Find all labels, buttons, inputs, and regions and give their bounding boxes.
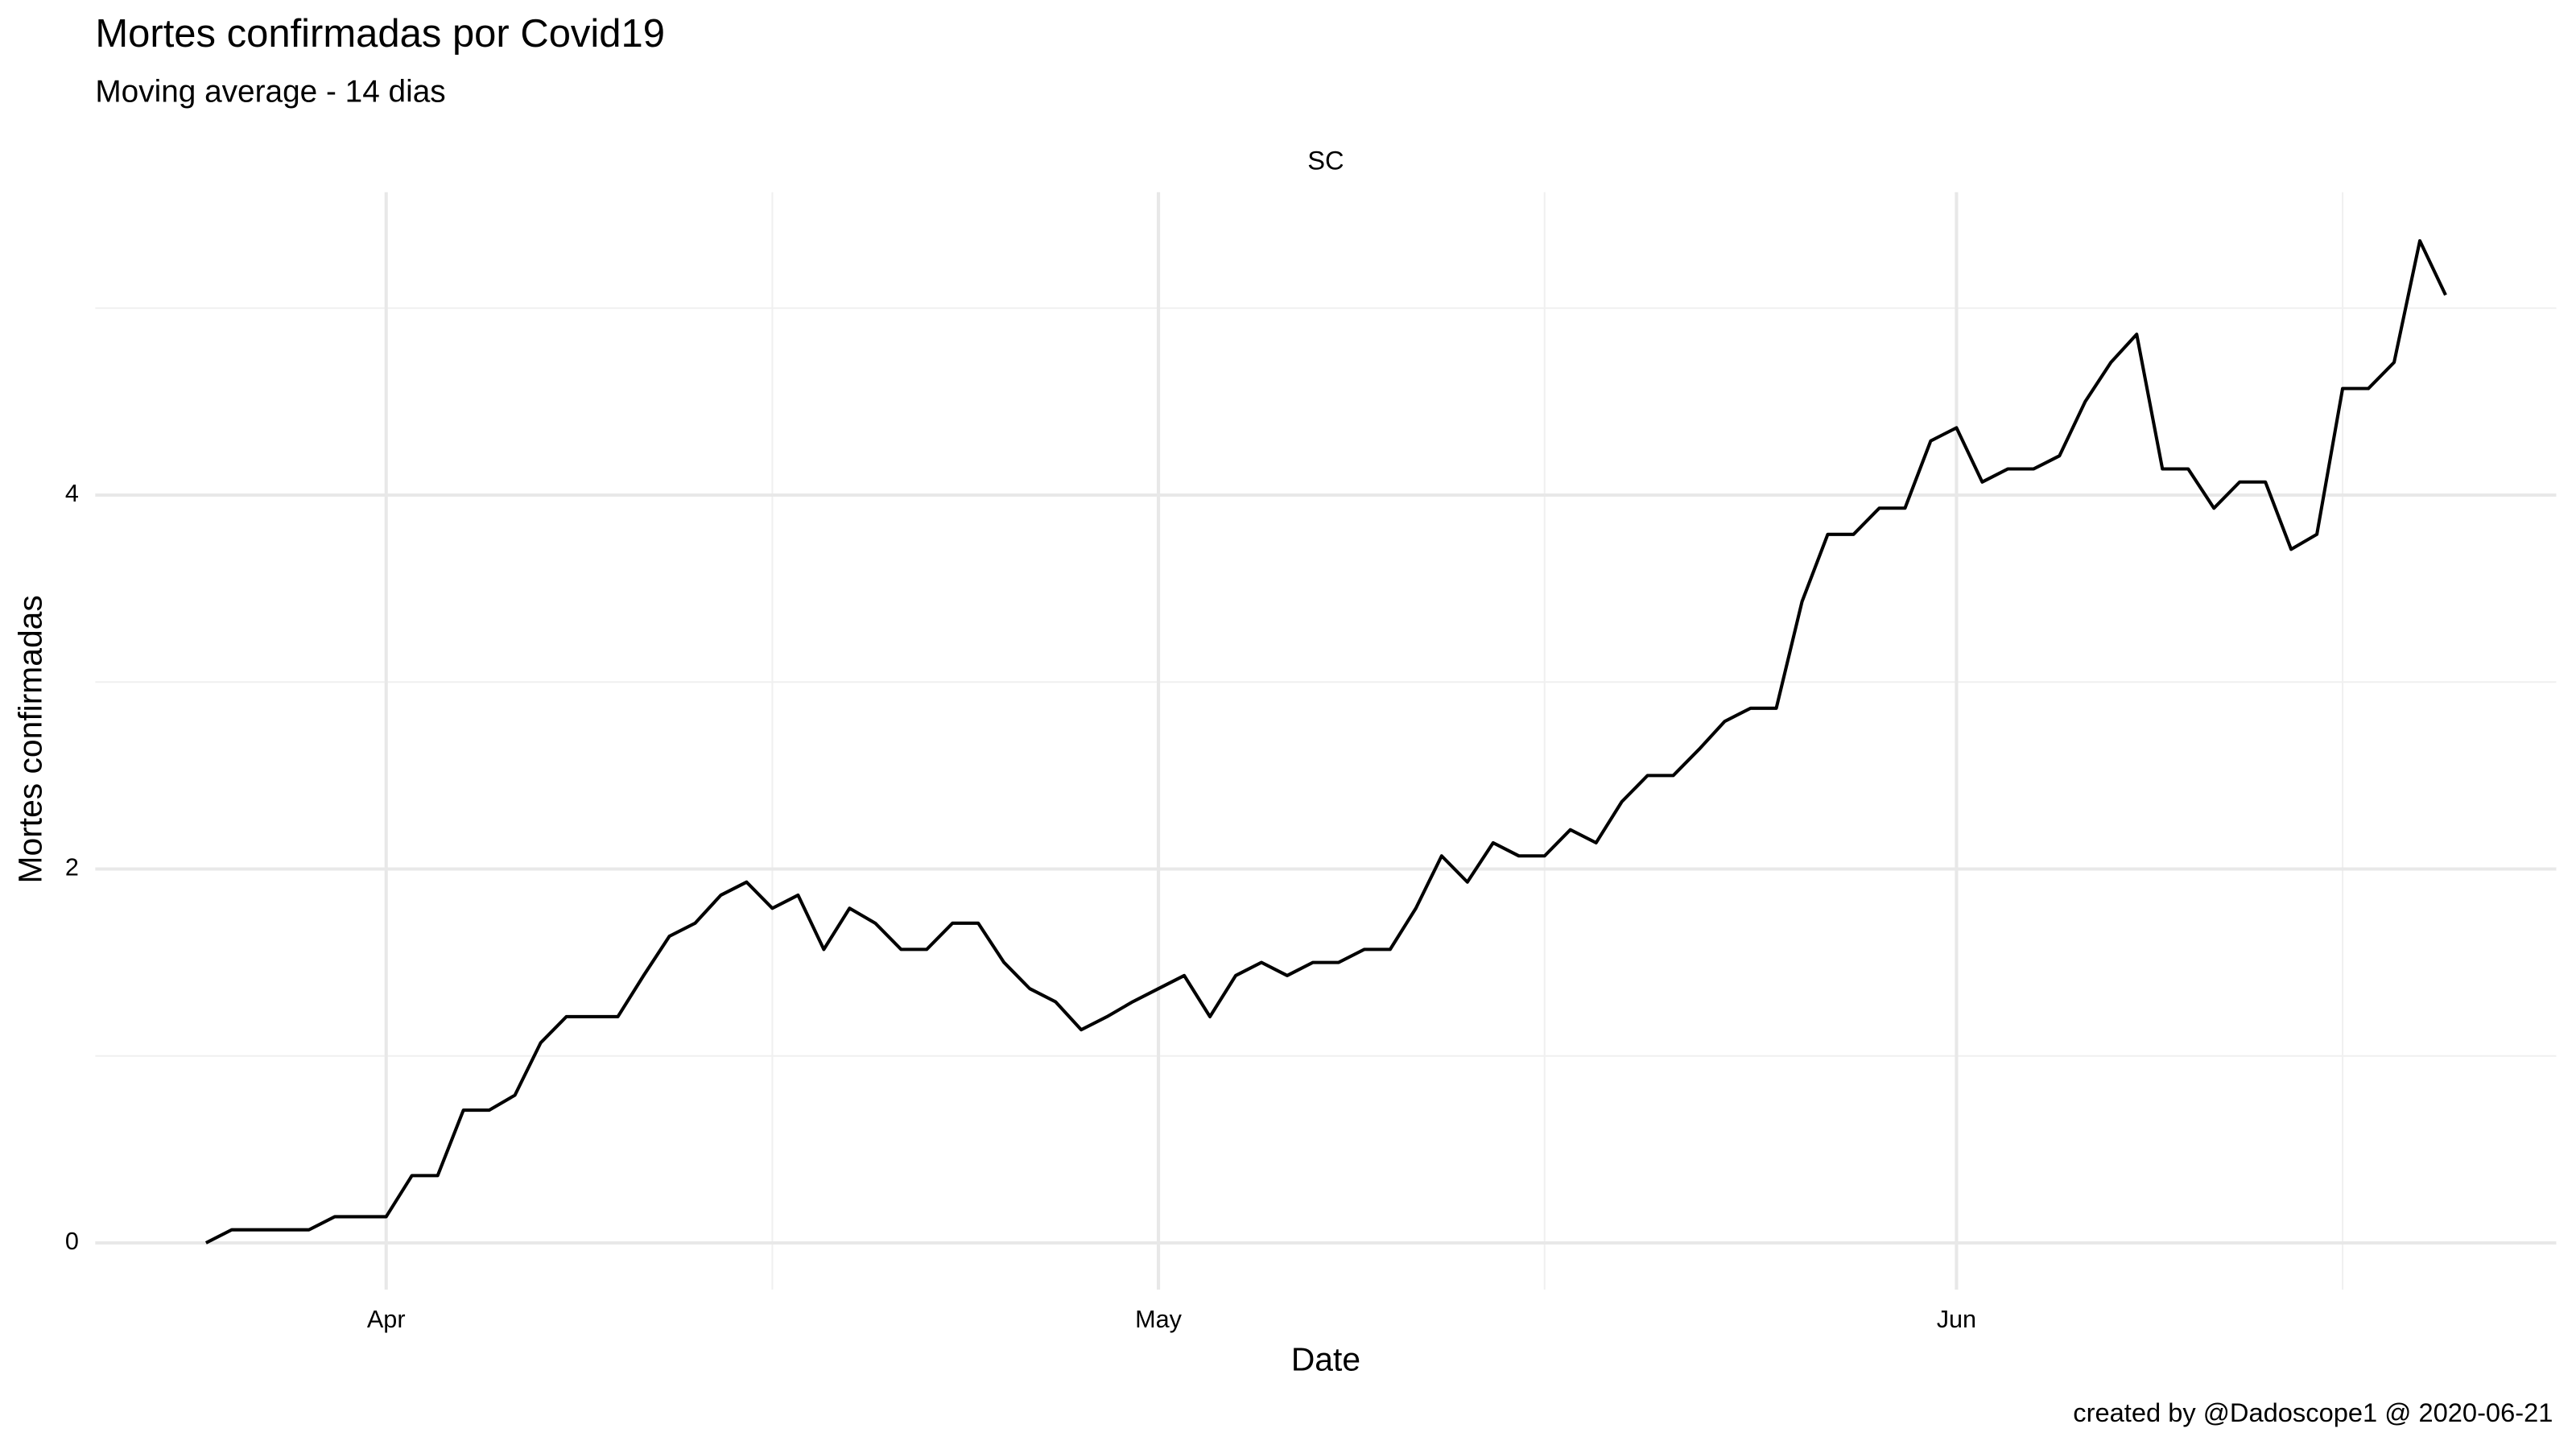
y-tick-label: 4 xyxy=(65,480,79,507)
line xyxy=(204,239,2447,1245)
facet-label: SC xyxy=(1307,146,1344,175)
chart-subtitle: Moving average - 14 dias xyxy=(95,75,445,109)
x-tick-label: Apr xyxy=(367,1306,406,1333)
x-tick-label: Jun xyxy=(1937,1306,1976,1333)
y-axis-title: Mortes confirmadas xyxy=(12,595,49,883)
caption: created by @Dadoscope1 @ 2020-06-21 xyxy=(2073,1397,2553,1427)
x-tick-label: May xyxy=(1135,1306,1183,1333)
chart-title: Mortes confirmadas por Covid19 xyxy=(95,12,665,56)
x-axis-title: Date xyxy=(1291,1341,1360,1378)
y-tick-label: 2 xyxy=(65,854,79,881)
y-tick-label: 0 xyxy=(65,1228,79,1255)
